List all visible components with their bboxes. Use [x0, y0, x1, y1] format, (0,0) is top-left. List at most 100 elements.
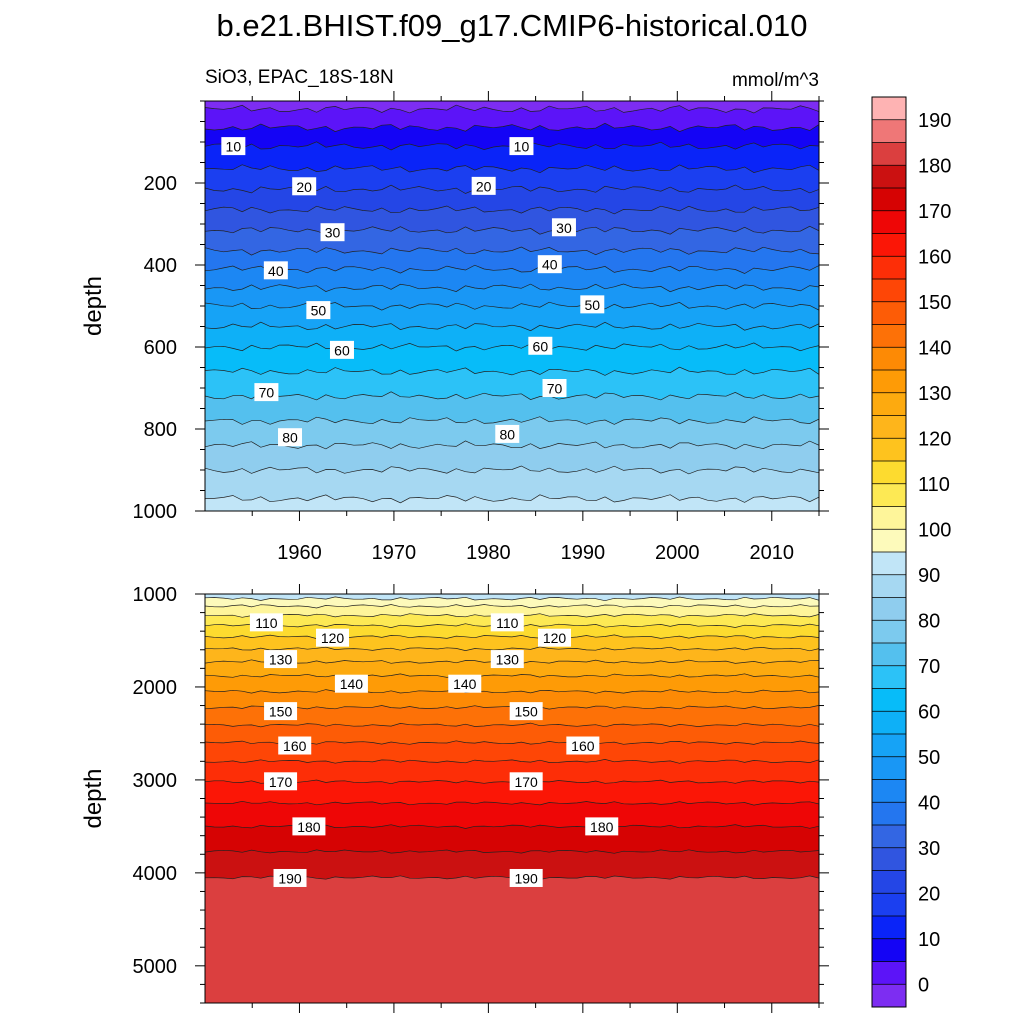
colorbar-tick-label: 110 [918, 474, 950, 496]
x-tick-label: 1960 [277, 542, 322, 564]
contour-label: 180 [585, 817, 619, 836]
y-tick-label: 5000 [133, 956, 178, 978]
contour-label: 10 [509, 137, 534, 156]
y-tick-label: 400 [144, 255, 177, 277]
contour-line [205, 104, 819, 114]
y-tick-label: 1000 [133, 501, 178, 523]
svg-text:150: 150 [514, 704, 538, 720]
colorbar-swatch [872, 347, 906, 371]
contour-label: 150 [509, 702, 543, 721]
colorbar-swatch [872, 597, 906, 621]
contour-label: 80 [495, 424, 520, 443]
contour-line [205, 849, 819, 854]
contour-line [205, 122, 819, 132]
contour-label: 110 [249, 613, 283, 632]
colorbar-tick-label: 140 [918, 337, 951, 359]
colorbar-swatch [872, 324, 906, 348]
x-tick-label: 2000 [655, 542, 700, 564]
colorbar-tick-label: 120 [918, 428, 951, 450]
contour-line [205, 722, 819, 728]
colorbar-tick-label: 40 [918, 792, 940, 814]
svg-text:50: 50 [311, 303, 327, 319]
contour-line [205, 416, 819, 425]
svg-text:160: 160 [283, 738, 307, 754]
y-tick-label: 1000 [133, 584, 178, 606]
colorbar-swatch [872, 779, 906, 803]
contour-label: 160 [566, 736, 600, 755]
colorbar-swatch [872, 301, 906, 325]
colorbar-swatch [872, 461, 906, 485]
colorbar-swatch [872, 97, 906, 121]
contour-label: 160 [278, 736, 312, 755]
svg-text:170: 170 [514, 774, 538, 790]
y-tick-label: 600 [144, 337, 177, 359]
contour-line [205, 225, 819, 235]
colorbar-tick-label: 150 [918, 292, 951, 314]
colorbar-swatch [872, 711, 906, 735]
svg-text:140: 140 [340, 676, 364, 692]
svg-text:20: 20 [296, 179, 312, 195]
contour-line [205, 604, 819, 609]
colorbar-swatch [872, 756, 906, 780]
filled-band [205, 875, 819, 1003]
contour-line [205, 465, 819, 475]
colorbar-swatch [872, 438, 906, 462]
svg-text:160: 160 [571, 738, 595, 754]
colorbar-swatch [872, 529, 906, 553]
colorbar-swatch [872, 370, 906, 394]
contour-line [205, 391, 819, 401]
colorbar-tick-label: 60 [918, 701, 940, 723]
contour-label: 10 [221, 137, 246, 156]
contour-label: 190 [273, 868, 307, 887]
upper-panel-depth-0-1000: 10 10 20 20 30 30 40 40 50 50 60 60 70 70 80 80 200 400 60… [80, 91, 829, 564]
y-tick-label: 3000 [133, 770, 178, 792]
contour-label: 190 [509, 868, 543, 887]
svg-text:180: 180 [590, 819, 614, 835]
svg-text:60: 60 [334, 342, 350, 358]
svg-text:150: 150 [269, 704, 293, 720]
colorbar-swatch [872, 415, 906, 439]
colorbar-tick-label: 170 [918, 201, 951, 223]
svg-text:130: 130 [269, 652, 293, 668]
contour-line [205, 440, 819, 450]
contour-label: 30 [551, 218, 576, 237]
colorbar-tick-label: 70 [918, 656, 940, 678]
y-axis-label: depth [80, 768, 107, 828]
contour-line [205, 164, 819, 174]
colorbar-swatch [872, 802, 906, 826]
colorbar: 0 10 20 30 40 50 60 70 80 90 100 110 120 130 140 150 160… [871, 96, 951, 1008]
colorbar-tick-label: 80 [918, 610, 940, 632]
colorbar-swatch [872, 119, 906, 143]
colorbar-tick-label: 130 [918, 383, 951, 405]
contour-line [205, 494, 819, 504]
svg-text:170: 170 [269, 774, 293, 790]
colorbar-swatch [872, 165, 906, 189]
colorbar-tick-label: 10 [918, 929, 940, 951]
colorbar-tick-label: 90 [918, 565, 940, 587]
colorbar-swatch [872, 620, 906, 644]
colorbar-swatch [872, 916, 906, 940]
svg-text:120: 120 [543, 630, 567, 646]
colorbar-swatch [872, 188, 906, 212]
colorbar-swatch [872, 847, 906, 871]
contour-line [205, 205, 819, 215]
colorbar-swatch [872, 665, 906, 689]
svg-text:30: 30 [556, 220, 572, 236]
contour-label: 120 [316, 628, 350, 647]
contour-label: 170 [264, 772, 298, 791]
colorbar-swatch [872, 643, 906, 667]
svg-text:130: 130 [496, 652, 520, 668]
contour-label: 70 [254, 383, 279, 402]
colorbar-swatch [872, 734, 906, 758]
contour-label: 140 [334, 674, 368, 693]
svg-text:30: 30 [325, 225, 341, 241]
colorbar-tick-label: 30 [918, 838, 940, 860]
y-tick-label: 200 [144, 173, 177, 195]
contour-label: 40 [263, 261, 288, 280]
svg-text:20: 20 [476, 178, 492, 194]
contour-line [205, 246, 819, 256]
y-axis-label: depth [80, 276, 107, 336]
contour-line [205, 759, 819, 764]
colorbar-tick-label: 0 [918, 974, 929, 996]
